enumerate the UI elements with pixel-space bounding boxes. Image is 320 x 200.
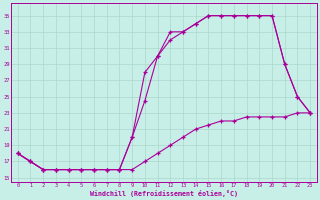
- X-axis label: Windchill (Refroidissement éolien,°C): Windchill (Refroidissement éolien,°C): [90, 190, 238, 197]
